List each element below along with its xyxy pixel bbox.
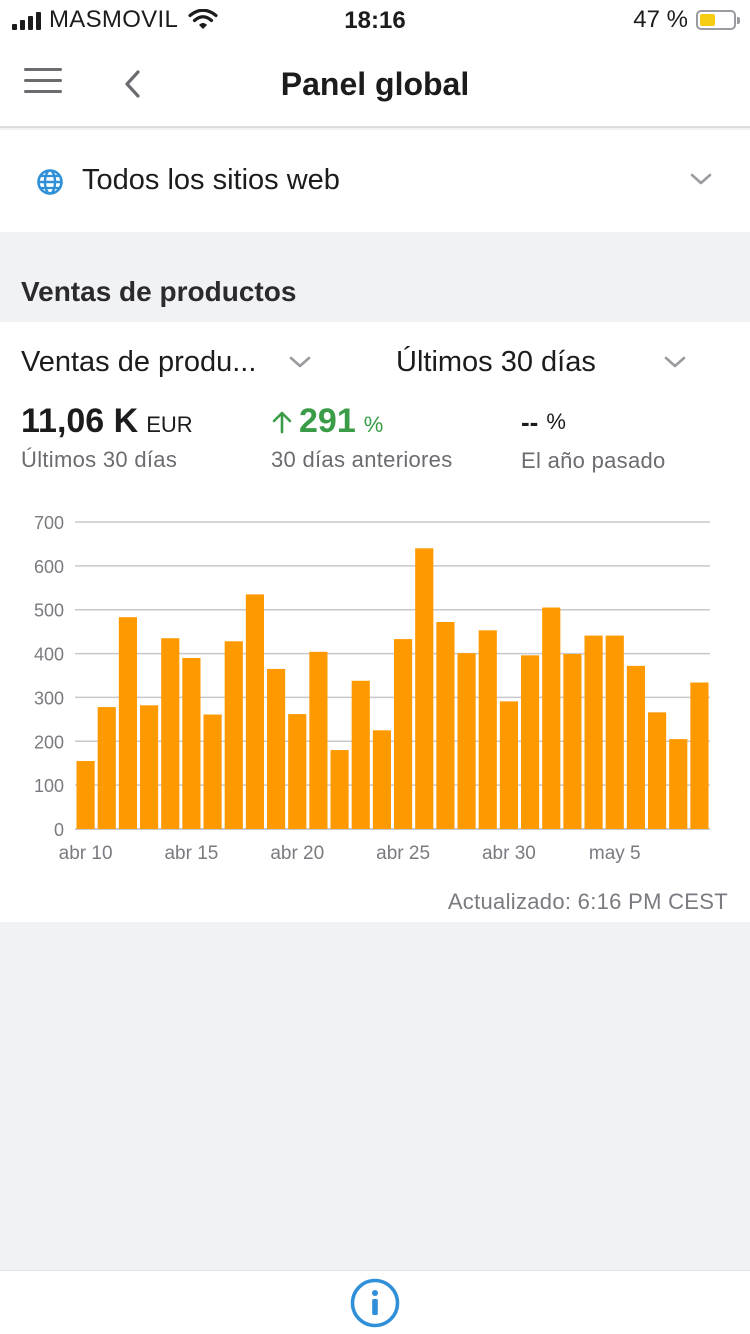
chart-bar	[542, 607, 561, 829]
stat-value: 11,06 K	[21, 402, 139, 440]
globe-icon	[37, 169, 63, 195]
chart-svg: 0 100 200 300 400 500 600 700 abr 10 abr 15 abr 20…	[34, 513, 710, 864]
hamburger-menu-icon[interactable]	[24, 68, 64, 98]
chevron-left-icon[interactable]	[118, 66, 148, 102]
site-selector-label: Todos los sitios web	[82, 164, 340, 196]
battery-icon	[696, 10, 740, 30]
chart-bar	[584, 635, 603, 829]
stat-unit: %	[546, 409, 566, 434]
carrier-name: MASMOVIL	[49, 6, 179, 33]
battery-percent: 47 %	[633, 6, 688, 33]
chart-bar	[161, 638, 180, 829]
y-tick-label: 100	[34, 776, 64, 796]
metric-dropdown[interactable]: Ventas de produ...	[21, 346, 256, 379]
chart-bar	[499, 701, 518, 829]
x-tick-label: abr 15	[164, 843, 218, 864]
chart-bar	[648, 712, 667, 829]
stat-unit: %	[363, 412, 384, 437]
chevron-down-icon[interactable]	[664, 355, 686, 369]
status-bar: MASMOVIL 18:16 47 %	[0, 0, 750, 40]
stat-label: 30 días anteriores	[271, 447, 453, 472]
metric-dropdown-label: Ventas de produ...	[21, 346, 257, 378]
y-tick-label: 200	[34, 732, 64, 752]
chart-bar	[669, 739, 688, 829]
stat-label: Últimos 30 días	[21, 447, 178, 472]
stat-last-year: -- % El año pasado	[521, 402, 666, 474]
section-header: Ventas de productos	[0, 232, 750, 322]
chart-bar	[118, 617, 137, 829]
chart-bar	[351, 680, 370, 829]
chevron-down-icon	[690, 173, 712, 185]
period-dropdown-label: Últimos 30 días	[396, 346, 596, 378]
chart-bar	[203, 714, 222, 829]
chart-bar	[372, 730, 391, 829]
chart-bar	[288, 714, 307, 829]
stat-unit: EUR	[146, 412, 193, 437]
status-right: 47 %	[633, 6, 740, 34]
status-time: 18:16	[344, 7, 406, 34]
chart-bar	[478, 630, 497, 829]
stat-value: --	[521, 406, 539, 437]
section-title: Ventas de productos	[21, 276, 297, 307]
chart-bar	[97, 707, 116, 829]
chart-bar	[563, 654, 582, 829]
updated-timestamp: Actualizado: 6:16 PM CEST	[447, 889, 728, 914]
chart-bar	[394, 639, 413, 829]
chart-bar	[626, 665, 645, 829]
x-tick-label: abr 30	[482, 843, 536, 864]
signal-strength-icon	[12, 10, 41, 30]
sales-bar-chart: 0 100 200 300 400 500 600 700 abr 10 abr 15 abr 20…	[0, 502, 750, 872]
chart-bar	[245, 594, 264, 829]
status-left: MASMOVIL	[12, 6, 218, 34]
chart-bar	[415, 548, 434, 829]
y-tick-label: 500	[34, 601, 64, 621]
y-tick-label: 400	[34, 645, 64, 665]
chart-bar	[140, 705, 159, 829]
site-selector[interactable]: Todos los sitios web	[0, 130, 750, 232]
stat-value: 291	[299, 402, 356, 440]
chart-bar	[690, 682, 709, 829]
sales-card: Ventas de produ... Últimos 30 días 11,06…	[0, 322, 750, 922]
bottom-bar	[0, 1270, 750, 1334]
chart-bar	[267, 668, 286, 829]
chart-bar	[182, 657, 201, 829]
x-tick-label: abr 10	[59, 843, 113, 864]
x-tick-label: abr 25	[376, 843, 430, 864]
y-tick-label: 0	[54, 820, 64, 840]
chart-bar	[224, 641, 243, 829]
stat-label: El año pasado	[521, 448, 666, 473]
y-tick-label: 300	[34, 688, 64, 708]
chart-bar	[457, 653, 476, 829]
stat-previous-period: 291 % 30 días anteriores	[271, 402, 453, 473]
y-tick-label: 600	[34, 557, 64, 577]
arrow-up-icon	[272, 411, 292, 433]
stat-current-period: 11,06 K EUR Últimos 30 días	[21, 402, 193, 473]
navigation-bar: Panel global	[0, 40, 750, 128]
y-tick-label: 700	[34, 513, 64, 533]
page-title: Panel global	[280, 66, 470, 102]
chart-bar	[330, 750, 349, 829]
wifi-icon	[188, 9, 218, 29]
chevron-down-icon[interactable]	[289, 355, 311, 369]
chart-bar	[605, 635, 624, 829]
x-tick-label: may 5	[589, 843, 641, 864]
x-tick-label: abr 20	[270, 843, 324, 864]
chart-bar	[309, 651, 328, 829]
info-circle-icon[interactable]	[349, 1277, 401, 1329]
chart-bar	[436, 621, 455, 829]
period-dropdown[interactable]: Últimos 30 días	[396, 346, 596, 379]
chart-bar	[521, 655, 540, 829]
chart-bar	[76, 761, 95, 829]
